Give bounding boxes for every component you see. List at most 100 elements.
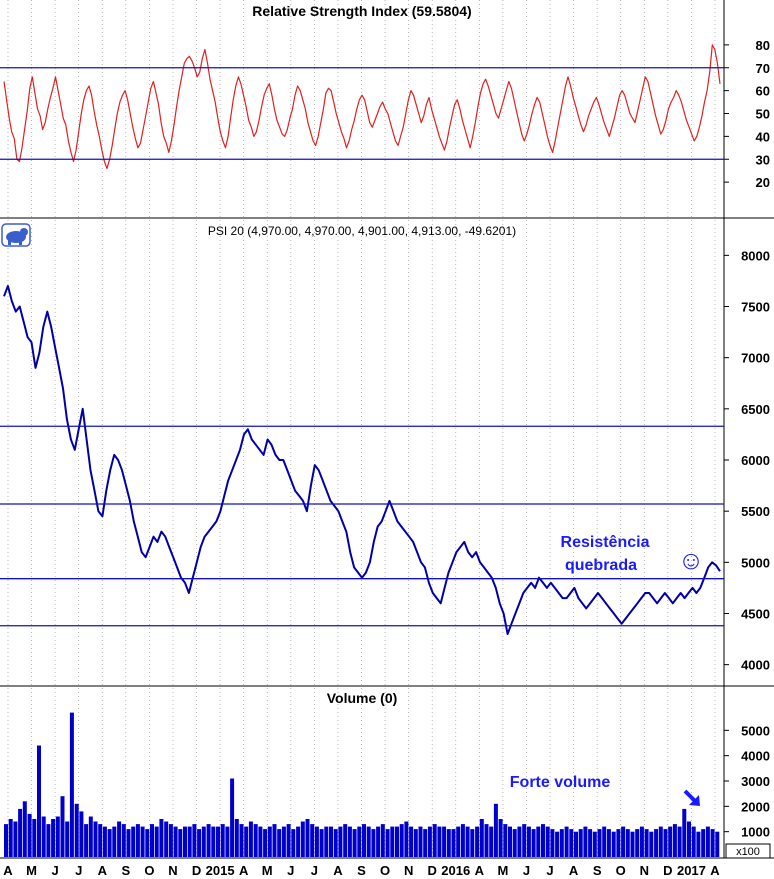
volume-bar xyxy=(211,826,216,857)
volume-bar xyxy=(611,831,616,857)
x-tick-label: M xyxy=(497,863,508,878)
volume-bar xyxy=(470,829,475,857)
y-tick-label: 7000 xyxy=(741,351,770,366)
volume-bar xyxy=(569,829,574,857)
x-tick-label: S xyxy=(593,863,602,878)
volume-bar xyxy=(258,826,263,857)
volume-bar xyxy=(517,826,522,857)
y-tick-label: 7500 xyxy=(741,300,770,315)
y-tick-label: 80 xyxy=(756,38,770,53)
volume-bar xyxy=(168,824,173,857)
volume-bar xyxy=(112,826,117,857)
xlabel-layer: A M J J A S O N D 2015 A M J J A S O N D 2016 A M J J A S O N D 2017 A xyxy=(3,863,720,878)
volume-bar xyxy=(625,829,630,857)
volume-bar xyxy=(22,801,27,857)
volume-bar xyxy=(423,829,428,857)
volume-bar xyxy=(37,745,41,857)
volume-bar xyxy=(357,826,362,857)
volume-bar xyxy=(216,826,220,857)
volume-bar xyxy=(484,824,489,857)
volume-bar xyxy=(710,829,715,857)
volume-bar xyxy=(333,829,338,857)
volume-bar xyxy=(343,824,348,857)
volume-bar xyxy=(380,824,385,857)
volume-bar xyxy=(131,826,136,857)
x-tick-label: N xyxy=(640,863,649,878)
y-tick-label: 2000 xyxy=(741,799,770,814)
volume-bar xyxy=(192,824,197,857)
volume-bar xyxy=(508,826,512,857)
x-tick-label: N xyxy=(168,863,177,878)
volume-bar xyxy=(314,826,319,857)
volume-bar xyxy=(187,826,192,857)
volume-bar xyxy=(220,824,225,857)
annotation-forte-volume: Forte volume xyxy=(510,774,611,791)
volume-bar xyxy=(79,811,84,857)
volume-bar xyxy=(319,829,324,857)
volume-bar xyxy=(621,826,626,857)
x-tick-label: J xyxy=(311,863,318,878)
volume-bar xyxy=(616,829,621,857)
x-tick-label: D xyxy=(663,863,672,878)
volume-bar xyxy=(578,829,583,857)
volume-bar xyxy=(154,826,159,857)
tick-layer: 20 30 40 50 60 70 80 4000 4500 5000 5500 6000 6500 70… xyxy=(724,38,770,840)
volume-bar xyxy=(329,826,333,857)
x-tick-label: O xyxy=(144,863,154,878)
x-tick-label: A xyxy=(710,863,720,878)
volume-bar xyxy=(263,829,268,857)
volume-unit-label: x100 xyxy=(736,846,760,858)
volume-bar xyxy=(272,824,277,857)
volume-bar xyxy=(687,821,691,857)
y-tick-label: 4000 xyxy=(741,658,770,673)
volume-bar xyxy=(230,778,235,857)
volume-bar xyxy=(324,826,329,857)
volume-bar xyxy=(41,816,46,857)
y-tick-label: 8000 xyxy=(741,248,770,263)
volume-bar xyxy=(493,803,498,857)
x-tick-label: J xyxy=(546,863,553,878)
volume-bar xyxy=(559,829,564,857)
volume-bar xyxy=(253,824,258,857)
volume-bar xyxy=(305,819,310,857)
volume-bar xyxy=(173,826,178,857)
volume-bar xyxy=(588,829,593,857)
volume-bar xyxy=(413,829,418,857)
volume-bar xyxy=(630,831,635,857)
volume-bar xyxy=(418,826,423,857)
volume-bar xyxy=(545,826,550,857)
volume-bar xyxy=(239,824,244,857)
volume-bar xyxy=(145,829,150,857)
x-tick-label: A xyxy=(333,863,343,878)
volume-bar xyxy=(117,821,122,857)
y-tick-label: 30 xyxy=(756,152,770,167)
x-tick-label: A xyxy=(569,863,579,878)
volume-bar xyxy=(677,826,682,857)
volume-bar xyxy=(281,826,286,857)
volume-bar xyxy=(432,824,437,857)
volume-bar xyxy=(536,826,541,857)
volume-bar xyxy=(592,831,597,857)
volume-bar xyxy=(51,819,56,857)
volume-bar xyxy=(159,819,164,857)
volume-bar xyxy=(277,829,282,857)
y-tick-label: 50 xyxy=(756,107,770,122)
x-tick-label: 2017 xyxy=(677,863,706,878)
volume-bar xyxy=(140,826,145,857)
volume-bar xyxy=(65,821,70,857)
hline-layer xyxy=(0,67,724,627)
y-tick-label: 6500 xyxy=(741,402,770,417)
x-tick-label: J xyxy=(75,863,82,878)
annotation-quebrada: quebrada xyxy=(565,557,637,574)
volume-title: Volume (0) xyxy=(327,690,398,706)
x-tick-label: M xyxy=(26,863,37,878)
volume-bar xyxy=(409,826,414,857)
volume-bar xyxy=(522,824,527,857)
x-tick-label: 2015 xyxy=(206,863,235,878)
volume-bar xyxy=(701,829,706,857)
y-tick-label: 70 xyxy=(756,61,770,76)
volume-bar xyxy=(300,821,305,857)
volume-bar xyxy=(121,824,126,857)
volume-bar xyxy=(451,829,456,857)
volume-bar xyxy=(668,826,673,857)
